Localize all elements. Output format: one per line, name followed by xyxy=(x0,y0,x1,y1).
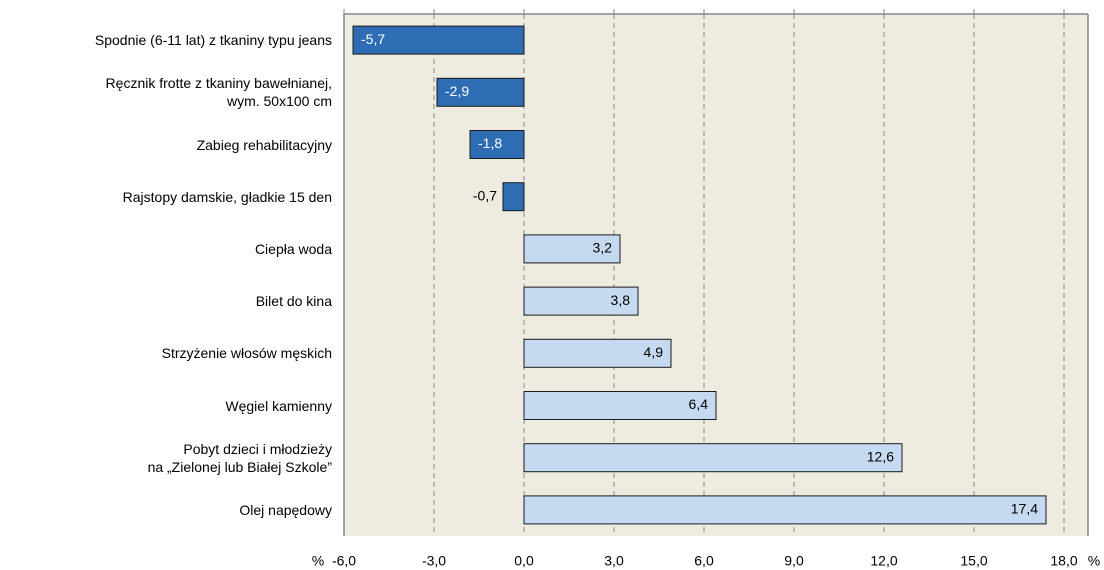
bar xyxy=(523,234,621,264)
y-tick-label: Ciepła woda xyxy=(254,240,332,257)
y-tick-label: Rajstopy damskie, gładkie 15 den xyxy=(122,188,332,205)
x-tick-label: 0,0 xyxy=(514,553,534,569)
y-tick-label: Zabieg rehabilitacyjny xyxy=(196,136,332,153)
y-tick-label: Pobyt dzieci i młodzieży na „Zielonej lu… xyxy=(147,440,332,475)
bar xyxy=(352,25,525,55)
bar xyxy=(523,495,1047,525)
y-tick-label: Strzyżenie włosów męskich xyxy=(161,345,332,362)
value-label: 3,2 xyxy=(593,240,613,256)
value-label: 17,4 xyxy=(1011,501,1038,517)
bar xyxy=(436,77,525,107)
x-unit-label: % xyxy=(312,553,324,569)
bar xyxy=(502,182,525,212)
x-tick-label: 9,0 xyxy=(784,553,804,569)
y-tick-label: Węgiel kamienny xyxy=(225,397,332,414)
x-tick-label: 3,0 xyxy=(604,553,624,569)
value-label: -2,9 xyxy=(445,83,469,99)
y-tick-label: Ręcznik frotte z tkaniny bawełnianej, wy… xyxy=(105,75,332,110)
y-tick-label: Olej napędowy xyxy=(239,501,332,518)
bar xyxy=(469,130,525,159)
bar xyxy=(523,338,672,368)
x-tick-label: 15,0 xyxy=(960,553,987,569)
value-label: -0,7 xyxy=(473,187,497,203)
value-label: -5,7 xyxy=(361,31,385,47)
y-tick-label: Spodnie (6-11 lat) z tkaniny typu jeans xyxy=(94,32,332,49)
x-tick-label: -6,0 xyxy=(332,553,356,569)
x-unit-label: % xyxy=(1088,553,1100,569)
value-label: 3,8 xyxy=(611,292,631,308)
value-label: -1,8 xyxy=(478,135,502,151)
value-label: 4,9 xyxy=(644,344,664,360)
x-tick-label: -3,0 xyxy=(422,553,446,569)
x-tick-label: 6,0 xyxy=(694,553,714,569)
bar xyxy=(523,443,903,473)
y-tick-label: Bilet do kina xyxy=(255,293,332,310)
bar xyxy=(523,286,639,316)
value-label: 12,6 xyxy=(867,448,894,464)
x-tick-label: 18,0 xyxy=(1050,553,1077,569)
bar xyxy=(523,391,717,420)
value-label: 6,4 xyxy=(689,396,709,412)
x-tick-label: 12,0 xyxy=(870,553,897,569)
